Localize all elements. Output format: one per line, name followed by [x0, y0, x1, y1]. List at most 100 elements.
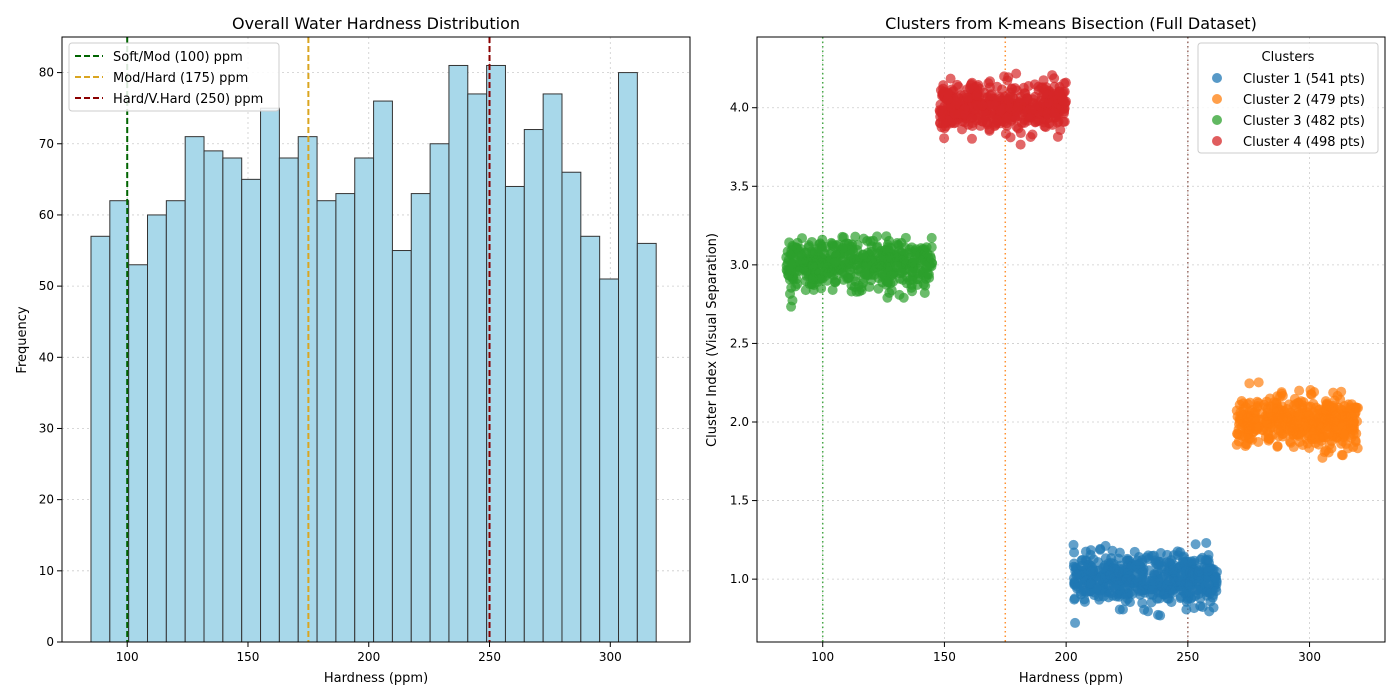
legend-mod-hard-label: Mod/Hard (175) ppm — [113, 71, 248, 86]
scatter-point — [1086, 578, 1097, 589]
scatter-point — [1306, 389, 1317, 400]
scatter-point — [1088, 554, 1099, 565]
scatter-point — [1155, 548, 1166, 559]
scatter-point — [1253, 377, 1264, 388]
scatter-point — [907, 286, 918, 297]
scatter-point — [1114, 547, 1125, 558]
scatter-point — [1125, 597, 1136, 608]
scatter-point — [954, 108, 965, 119]
scatter-point — [922, 248, 933, 259]
scatter-point — [816, 283, 827, 294]
scatter-point — [1201, 537, 1212, 548]
y-tick-label: 2.5 — [730, 336, 749, 350]
scatter-point — [846, 286, 857, 297]
histogram-frame — [61, 36, 691, 643]
scatter-point — [1344, 402, 1355, 413]
x-tick-label: 250 — [478, 650, 501, 664]
scatter-point — [1277, 390, 1288, 401]
legend-cluster-3-label: Cluster 3 (482 pts) — [1243, 114, 1365, 129]
scatter-point — [1011, 68, 1022, 79]
histogram-bar — [467, 93, 488, 643]
scatter-point — [871, 242, 882, 253]
scatter-point — [1095, 543, 1106, 554]
scatter-point — [827, 284, 838, 295]
histogram-bar — [391, 250, 412, 643]
scatter-point — [873, 283, 884, 294]
scatter-point — [1147, 584, 1158, 595]
y-tick-label: 30 — [39, 421, 54, 435]
scatter-point — [942, 87, 953, 98]
scatter-point — [971, 90, 982, 101]
scatter-point — [991, 115, 1002, 126]
scatter-point — [1003, 94, 1014, 105]
scatter-point — [992, 81, 1003, 92]
scatter-point — [937, 105, 948, 116]
x-tick-label: 150 — [237, 650, 260, 664]
scatter-point — [994, 91, 1005, 102]
scatter-point — [1182, 579, 1193, 590]
scatter-point — [1178, 558, 1189, 569]
y-tick-label: 3.5 — [730, 179, 749, 193]
scatter-point — [1132, 555, 1143, 566]
scatter-point — [1272, 440, 1283, 451]
scatter-point — [1141, 575, 1152, 586]
scatter-point — [1075, 586, 1086, 597]
scatter-point — [793, 245, 804, 256]
histogram-bar — [429, 143, 450, 643]
scatter-point — [1233, 429, 1244, 440]
scatter-point — [1273, 425, 1284, 436]
scatter-point — [1336, 449, 1347, 460]
scatter-point — [1204, 606, 1215, 617]
scatter-point — [1350, 436, 1361, 447]
histogram-bar — [542, 93, 563, 643]
histogram-bar — [599, 278, 620, 643]
scatter-point — [1132, 575, 1143, 586]
scatter-point — [919, 287, 930, 298]
scatter-point — [1296, 402, 1307, 413]
scatter-point — [1289, 400, 1300, 411]
scatter-point — [984, 124, 995, 135]
histogram-bar — [335, 193, 356, 643]
scatter-frame — [756, 36, 1386, 643]
scatter-point — [975, 120, 986, 131]
histogram-bar — [165, 200, 186, 643]
scatter-point — [911, 244, 922, 255]
cluster-1-points — [1068, 537, 1222, 628]
histogram-x-label: Hardness (ppm) — [324, 671, 428, 686]
scatter-point — [1080, 546, 1091, 557]
legend-cluster-2-label: Cluster 2 (479 pts) — [1243, 93, 1365, 108]
scatter-point — [880, 245, 891, 256]
legend-cluster-2-marker — [1212, 94, 1222, 104]
scatter-point — [1335, 394, 1346, 405]
scatter-point — [786, 245, 797, 256]
legend-soft-mod-label: Soft/Mod (100) ppm — [113, 50, 243, 65]
legend-cluster-1-label: Cluster 1 (541 pts) — [1243, 72, 1365, 87]
scatter-point — [1047, 70, 1058, 81]
y-tick-label: 50 — [39, 279, 54, 293]
y-tick-label: 1.0 — [730, 572, 749, 586]
scatter-point — [1231, 439, 1242, 450]
scatter-point — [1038, 98, 1049, 109]
scatter-point — [1320, 445, 1331, 456]
y-tick-label: 4.0 — [730, 101, 749, 115]
scatter-point — [1105, 570, 1116, 581]
scatter-point — [1328, 416, 1339, 427]
y-tick-label: 20 — [39, 493, 54, 507]
x-tick-label: 300 — [599, 650, 622, 664]
scatter-point — [966, 133, 977, 144]
scatter-point — [995, 104, 1006, 115]
scatter-point — [967, 120, 978, 131]
histogram-bar — [448, 64, 469, 643]
histogram-bar — [561, 171, 582, 643]
scatter-point — [1003, 72, 1014, 83]
scatter-point — [784, 237, 795, 248]
scatter-point — [1202, 566, 1213, 577]
scatter-point — [1236, 409, 1247, 420]
histogram-bar — [504, 185, 525, 643]
histogram-bar — [580, 235, 601, 643]
scatter-point — [1176, 568, 1187, 579]
scatter-point — [808, 273, 819, 284]
scatter-point — [881, 231, 892, 242]
scatter-point — [921, 262, 932, 273]
histogram-bar — [373, 100, 393, 643]
